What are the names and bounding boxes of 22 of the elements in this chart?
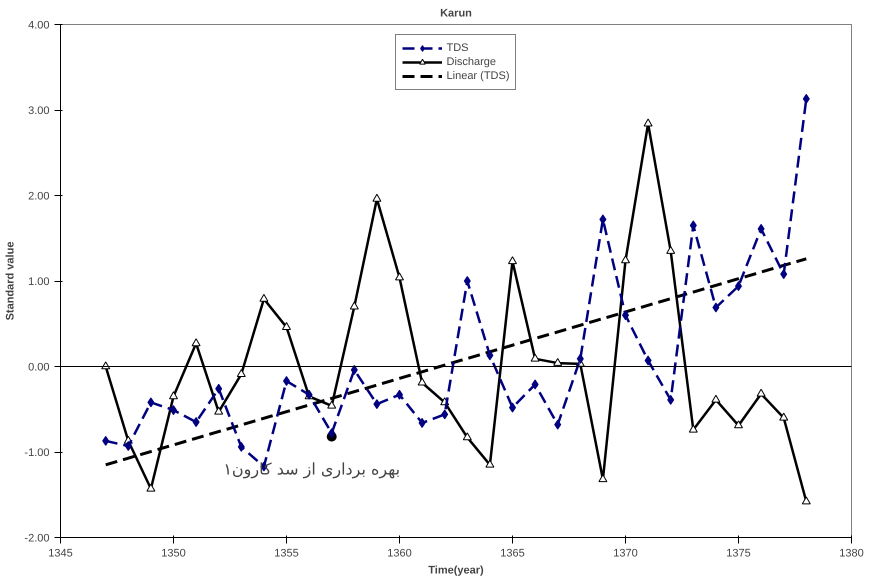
x-tick-label: 1350 [161, 548, 186, 560]
y-tick-label: -1.00 [24, 447, 50, 459]
legend-label: TDS [446, 41, 469, 55]
y-tick-label: 3.00 [28, 105, 50, 117]
y-tick-label: 0.00 [28, 362, 50, 374]
y-tick-label: 4.00 [28, 20, 50, 32]
x-tick-label: 1360 [387, 548, 412, 560]
x-tick-label: 1380 [839, 548, 864, 560]
y-tick-label: 2.00 [28, 190, 50, 202]
annotation: بهره برداری از سد کارون۱ [223, 460, 400, 479]
y-axis-title: Standard value [4, 242, 16, 320]
x-tick-label: 1345 [48, 548, 73, 560]
x-tick-label: 1365 [500, 548, 525, 560]
y-tick-label: 1.00 [28, 276, 50, 288]
x-tick-label: 1370 [613, 548, 638, 560]
x-tick-label: 1375 [726, 548, 751, 560]
legend-label: Discharge [446, 55, 496, 69]
x-axis-title: Time(year) [428, 564, 484, 576]
y-tick-label: -2.00 [24, 532, 50, 544]
x-tick-label: 1355 [274, 548, 299, 560]
chart-title: Karun [440, 8, 472, 20]
legend-label: Linear (TDS) [446, 69, 510, 83]
